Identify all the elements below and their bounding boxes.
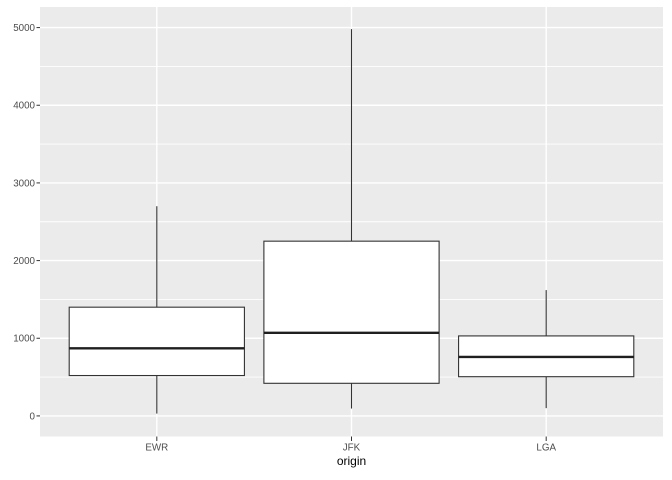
y-tick-label: 5000 — [13, 23, 35, 34]
x-axis-title: origin — [336, 454, 367, 468]
y-tick-label: 2000 — [13, 256, 35, 267]
y-tick-label: 1000 — [13, 334, 35, 345]
boxplot-group-LGA — [458, 290, 635, 409]
iqr-box — [68, 306, 245, 377]
y-tick-label: 0 — [30, 411, 36, 422]
y-tick-label: 3000 — [13, 178, 35, 189]
x-tick-label: EWR — [145, 443, 168, 454]
x-tick-label: LGA — [536, 443, 556, 454]
x-tick-label: JFK — [343, 443, 361, 454]
boxplot-group-EWR — [68, 206, 245, 414]
y-tick-label: 4000 — [13, 101, 35, 112]
boxplot-group-JFK — [263, 29, 440, 409]
iqr-box — [263, 240, 440, 384]
